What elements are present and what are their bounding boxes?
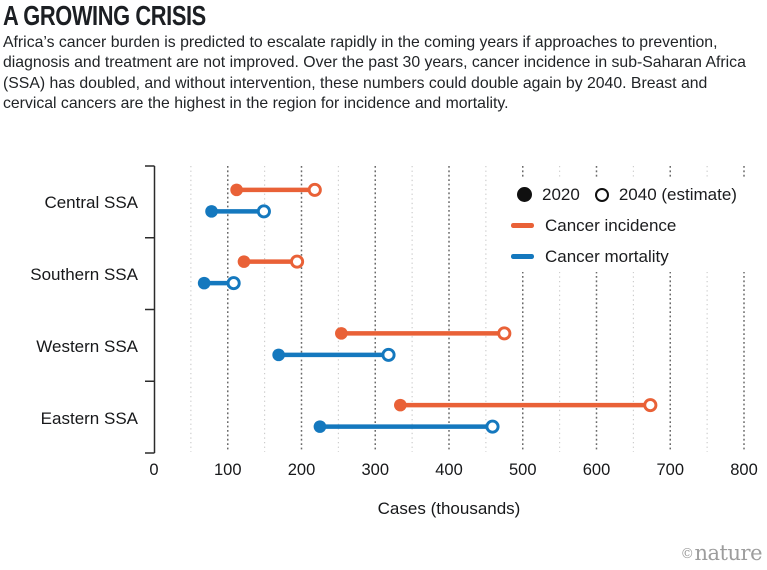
marker-2020-incidence-southern bbox=[237, 255, 251, 268]
incidence-line-swatch-icon bbox=[511, 223, 534, 228]
marker-2020-incidence-central bbox=[230, 183, 243, 197]
x-tick-label-500: 500 bbox=[508, 461, 537, 479]
chart-description: Africa’s cancer burden is predicted to e… bbox=[3, 34, 746, 113]
marker-2040-incidence-southern bbox=[290, 254, 305, 269]
marker-2020-mortality-western bbox=[272, 348, 285, 362]
x-tick-label-300: 300 bbox=[361, 461, 390, 479]
marker-2020-incidence-western bbox=[335, 327, 348, 340]
legend-label-2020: 2020 bbox=[542, 184, 580, 204]
x-tick-label-400: 400 bbox=[435, 461, 463, 479]
mortality-line-swatch-icon bbox=[511, 254, 534, 259]
x-tick-label-100: 100 bbox=[213, 461, 242, 479]
legend-row-years: 2020 2040 (estimate) bbox=[501, 179, 767, 210]
category-label-southern-ssa: Southern SSA bbox=[30, 265, 138, 284]
marker-2040-mortality-southern bbox=[226, 276, 241, 291]
marker-2020-mortality-southern bbox=[197, 276, 211, 290]
marker-2020-mortality-eastern bbox=[313, 420, 327, 433]
marker-2020-incidence-eastern bbox=[394, 398, 407, 412]
x-tick-label-600: 600 bbox=[582, 461, 611, 479]
legend-label-mortality: Cancer mortality bbox=[545, 246, 669, 266]
category-label-eastern-ssa: Eastern SSA bbox=[40, 409, 138, 428]
copyright-icon: © bbox=[680, 546, 695, 562]
nature-credit: ©nature bbox=[680, 541, 763, 565]
legend-label-incidence: Cancer incidence bbox=[545, 215, 677, 235]
x-axis-title: Cases (thousands) bbox=[377, 499, 521, 518]
marker-2040-incidence-eastern bbox=[643, 398, 658, 413]
x-tick-label-200: 200 bbox=[287, 461, 316, 479]
chart-legend: 2020 2040 (estimate) Cancer incidence Ca… bbox=[501, 179, 767, 272]
filled-circle-2020-icon bbox=[517, 187, 532, 202]
legend-row-incidence: Cancer incidence bbox=[501, 210, 767, 241]
marker-2040-mortality-eastern bbox=[485, 419, 500, 434]
legend-label-2040: 2040 (estimate) bbox=[618, 184, 737, 204]
x-tick-label-800: 800 bbox=[730, 461, 758, 479]
marker-2040-incidence-western bbox=[497, 326, 512, 341]
credit-name: nature bbox=[694, 541, 763, 565]
legend-row-mortality: Cancer mortality bbox=[501, 241, 767, 272]
marker-2020-mortality-central bbox=[205, 205, 218, 218]
x-tick-label-700: 700 bbox=[656, 461, 685, 479]
category-label-western-ssa: Western SSA bbox=[36, 337, 138, 356]
open-circle-2040-icon bbox=[594, 187, 609, 202]
marker-2040-mortality-central bbox=[256, 204, 271, 219]
marker-2040-mortality-western bbox=[381, 347, 396, 362]
marker-2040-incidence-central bbox=[307, 182, 322, 197]
page-title: A GROWING CRISIS bbox=[3, 0, 206, 31]
x-tick-label-0: 0 bbox=[149, 461, 159, 479]
category-label-central-ssa: Central SSA bbox=[44, 193, 138, 212]
